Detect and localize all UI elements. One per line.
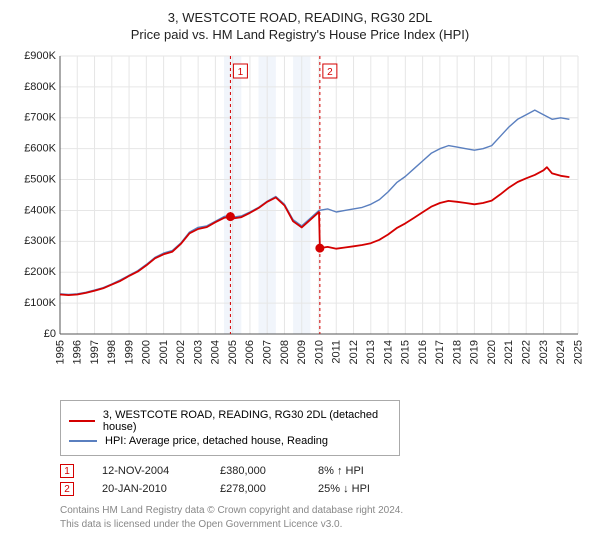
y-tick-label: £400K: [24, 204, 56, 216]
x-tick-label: 2008: [279, 340, 291, 364]
x-tick-label: 2006: [244, 340, 256, 364]
y-tick-label: £200K: [24, 266, 56, 278]
sale-marker-label: 1: [238, 67, 244, 78]
sale-date: 20-JAN-2010: [102, 483, 192, 495]
sale-row: 1 12-NOV-2004 £380,000 8% ↑ HPI: [60, 464, 586, 478]
x-tick-label: 2025: [572, 340, 584, 364]
series-hpi: [60, 110, 569, 294]
x-tick-label: 2013: [365, 340, 377, 364]
series-subject: [60, 167, 569, 295]
x-tick-label: 2005: [227, 340, 239, 364]
sale-row-marker: 2: [60, 482, 74, 496]
x-tick-label: 2023: [538, 340, 550, 364]
x-tick-label: 1997: [89, 340, 101, 364]
x-tick-label: 2016: [417, 340, 429, 364]
sale-price: £278,000: [220, 483, 290, 495]
legend-item: 3, WESTCOTE ROAD, READING, RG30 2DL (det…: [69, 409, 391, 433]
x-tick-label: 2011: [331, 340, 343, 364]
sale-row: 2 20-JAN-2010 £278,000 25% ↓ HPI: [60, 482, 586, 496]
x-tick-label: 2019: [469, 340, 481, 364]
x-tick-label: 2022: [521, 340, 533, 364]
x-tick-label: 2015: [400, 340, 412, 364]
sale-price: £380,000: [220, 465, 290, 477]
x-tick-label: 2012: [348, 340, 360, 364]
y-tick-label: £900K: [24, 50, 56, 62]
x-tick-label: 2003: [192, 340, 204, 364]
y-tick-label: £600K: [24, 143, 56, 155]
y-tick-label: £700K: [24, 112, 56, 124]
legend-swatch: [69, 440, 97, 442]
y-tick-label: £500K: [24, 173, 56, 185]
legend: 3, WESTCOTE ROAD, READING, RG30 2DL (det…: [60, 400, 400, 456]
legend-item: HPI: Average price, detached house, Read…: [69, 435, 391, 447]
chart-title: 3, WESTCOTE ROAD, READING, RG30 2DL: [14, 10, 586, 25]
footnote: Contains HM Land Registry data © Crown c…: [60, 504, 586, 531]
x-tick-label: 2004: [210, 340, 222, 364]
chart-subtitle: Price paid vs. HM Land Registry's House …: [14, 27, 586, 42]
x-tick-label: 2002: [175, 340, 187, 364]
footnote-text-1: Contains HM Land Registry data © Crown c…: [60, 505, 403, 516]
line-chart-svg: £0 £100K £200K £300K £400K £500K £600K £700K £80…: [14, 50, 586, 390]
legend-label: 3, WESTCOTE ROAD, READING, RG30 2DL (det…: [103, 409, 391, 433]
footnote-text-2: This data is licensed under the Open Gov…: [60, 519, 342, 530]
x-tick-label: 2017: [434, 340, 446, 364]
x-tick-label: 2007: [262, 340, 274, 364]
x-tick-label: 2014: [382, 340, 394, 364]
legend-swatch: [69, 420, 95, 422]
sale-point-marker: [226, 212, 235, 221]
x-tick-label: 2020: [486, 340, 498, 364]
sale-date: 12-NOV-2004: [102, 465, 192, 477]
y-tick-label: £100K: [24, 297, 56, 309]
x-tick-label: 2010: [313, 340, 325, 364]
y-tick-label: £0: [44, 328, 56, 340]
chart-container: 3, WESTCOTE ROAD, READING, RG30 2DL Pric…: [0, 0, 600, 541]
x-tick-label: 1999: [123, 340, 135, 364]
sale-delta: 8% ↑ HPI: [318, 465, 398, 477]
legend-label: HPI: Average price, detached house, Read…: [105, 435, 328, 447]
y-tick-label: £300K: [24, 235, 56, 247]
x-tick-label: 2018: [451, 340, 463, 364]
x-tick-label: 2001: [158, 340, 170, 364]
sale-delta: 25% ↓ HPI: [318, 483, 398, 495]
x-tick-label: 1998: [106, 340, 118, 364]
sale-marker-label: 2: [327, 67, 333, 78]
sales-table: 1 12-NOV-2004 £380,000 8% ↑ HPI 2 20-JAN-2010…: [60, 464, 586, 496]
x-tick-label: 2024: [555, 340, 567, 364]
sale-row-marker: 1: [60, 464, 74, 478]
x-tick-label: 2021: [503, 340, 515, 364]
x-tick-label: 2009: [296, 340, 308, 364]
x-tick-label: 1995: [54, 340, 66, 364]
sale-point-marker: [315, 244, 324, 253]
y-tick-label: £800K: [24, 81, 56, 93]
x-tick-label: 2000: [141, 340, 153, 364]
plot-area: £0 £100K £200K £300K £400K £500K £600K £700K £80…: [14, 50, 586, 390]
x-tick-label: 1996: [72, 340, 84, 364]
